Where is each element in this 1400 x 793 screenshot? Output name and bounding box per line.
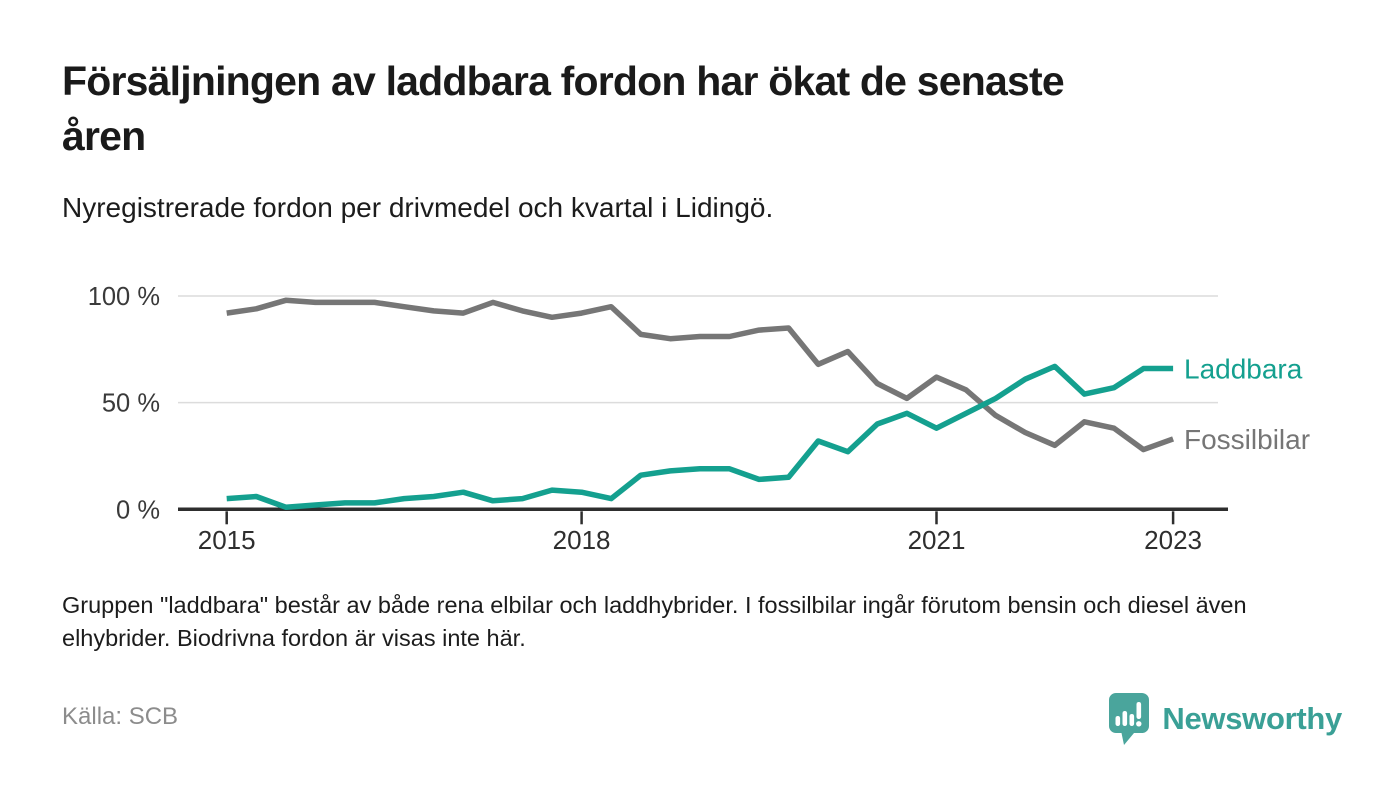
x-tick-label: 2023 — [1144, 525, 1202, 555]
source-label: Källa: SCB — [62, 703, 179, 730]
line-chart: 0 % 50 % 100 % 2015 2018 2021 2023 Fossilbila… — [0, 268, 1400, 580]
series-lines — [226, 297, 1175, 510]
newsworthy-logo-text: Newsworthy — [1162, 701, 1342, 736]
line-laddbara — [226, 363, 1174, 510]
y-tick-label: 50 % — [102, 390, 160, 418]
x-tick-label: 2021 — [908, 525, 966, 555]
y-tick-label: 100 % — [88, 283, 160, 311]
gridlines — [178, 295, 1218, 404]
legend-label-laddbara: Laddbara — [1184, 354, 1303, 385]
x-tick-label: 2015 — [198, 525, 256, 555]
chart-footnote: Gruppen "laddbara" består av både rena e… — [62, 592, 1247, 651]
newsworthy-logo-icon — [1109, 693, 1150, 745]
legend-label-fossilbilar: Fossilbilar — [1184, 424, 1310, 455]
chart-svg: 0 % 50 % 100 % 2015 2018 2021 2023 Fossilbila… — [88, 283, 1310, 555]
chart-subtitle: Nyregistrerade fordon per drivmedel och … — [62, 192, 774, 223]
chart-title: Försäljningen av laddbara fordon har öka… — [62, 54, 1065, 164]
legend: Fossilbilar Laddbara — [1184, 354, 1310, 455]
chart-title-line1: Försäljningen av laddbara fordon har öka… — [62, 58, 1065, 104]
logo-bars — [1115, 702, 1142, 727]
y-axis-labels: 0 % 50 % 100 % — [88, 283, 160, 524]
chart-title-line2: åren — [62, 113, 146, 159]
line-fossilbilar — [226, 297, 1175, 453]
newsworthy-logo: Newsworthy — [1108, 692, 1342, 746]
x-axis: 2015 2018 2021 2023 — [178, 507, 1228, 555]
x-tick-label: 2018 — [553, 525, 611, 555]
y-tick-label: 0 % — [116, 496, 160, 524]
